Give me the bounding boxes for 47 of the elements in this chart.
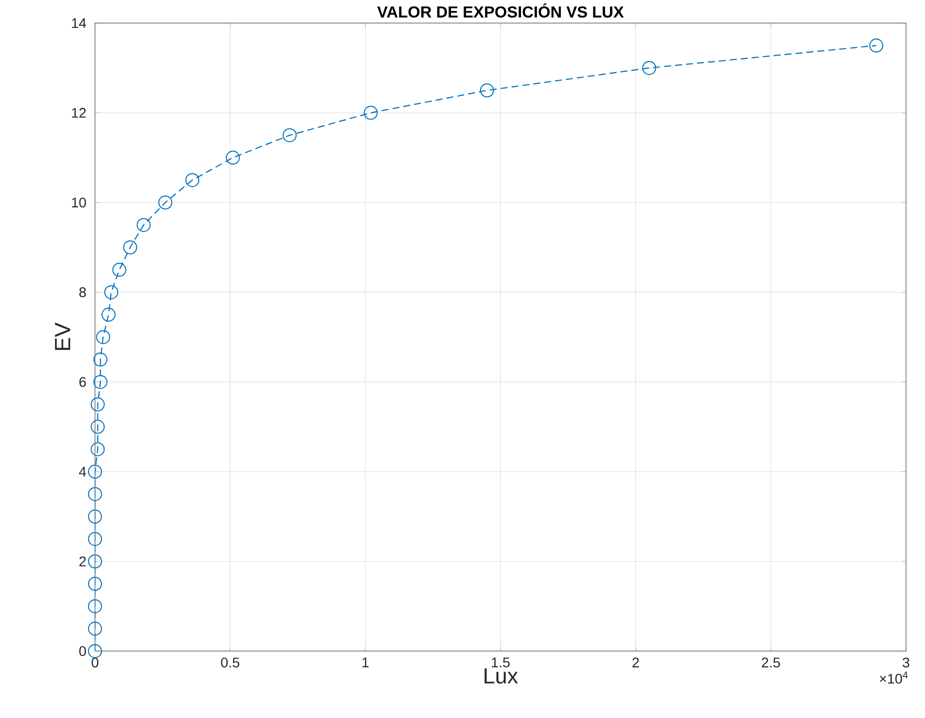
point — [88, 554, 102, 568]
point — [123, 240, 138, 254]
y-tick-label: 4 — [79, 466, 86, 476]
y-tick-label: 2 — [79, 556, 86, 566]
point — [480, 83, 494, 98]
point — [88, 622, 102, 636]
point — [88, 599, 102, 614]
y-tick-label: 0 — [79, 646, 86, 656]
point — [869, 38, 884, 52]
point — [112, 262, 126, 277]
point — [158, 195, 172, 210]
point — [642, 60, 656, 75]
x-tick-label: 2 — [632, 658, 639, 668]
point — [282, 128, 297, 142]
point — [88, 464, 102, 479]
point — [90, 397, 105, 412]
point — [226, 150, 240, 165]
point — [88, 509, 102, 524]
point — [90, 442, 105, 456]
point — [88, 576, 102, 591]
point — [88, 532, 102, 546]
point — [88, 487, 102, 502]
point — [104, 285, 118, 300]
point — [364, 106, 378, 120]
chart-title: VALOR DE EXPOSICIÓN VS LUX — [377, 3, 624, 18]
point — [102, 308, 116, 322]
point — [90, 420, 105, 434]
point — [93, 352, 108, 366]
point — [136, 218, 151, 232]
y-tick-label: 8 — [79, 287, 86, 298]
y-tick-label: 6 — [79, 376, 86, 387]
x-tick-label: 2.5 — [762, 658, 780, 668]
x-tick-label: 0 — [92, 658, 98, 668]
x-axis-title: Lux — [484, 668, 518, 684]
point — [185, 173, 200, 188]
x-tick-label: 1.5 — [492, 658, 510, 668]
y-tick-label: 14 — [72, 18, 86, 28]
point — [93, 374, 108, 389]
text: ×10$^{4}$ — [880, 672, 908, 684]
x-tick-label: 1 — [362, 658, 369, 668]
point — [96, 330, 110, 344]
y-axis-title: EV — [55, 322, 70, 350]
y-tick-label: 12 — [72, 108, 86, 118]
x-tick-label: 3 — [902, 658, 910, 668]
x-tick-label: 0.5 — [221, 658, 240, 668]
y-tick-label: 10 — [72, 198, 86, 208]
point — [88, 644, 102, 658]
